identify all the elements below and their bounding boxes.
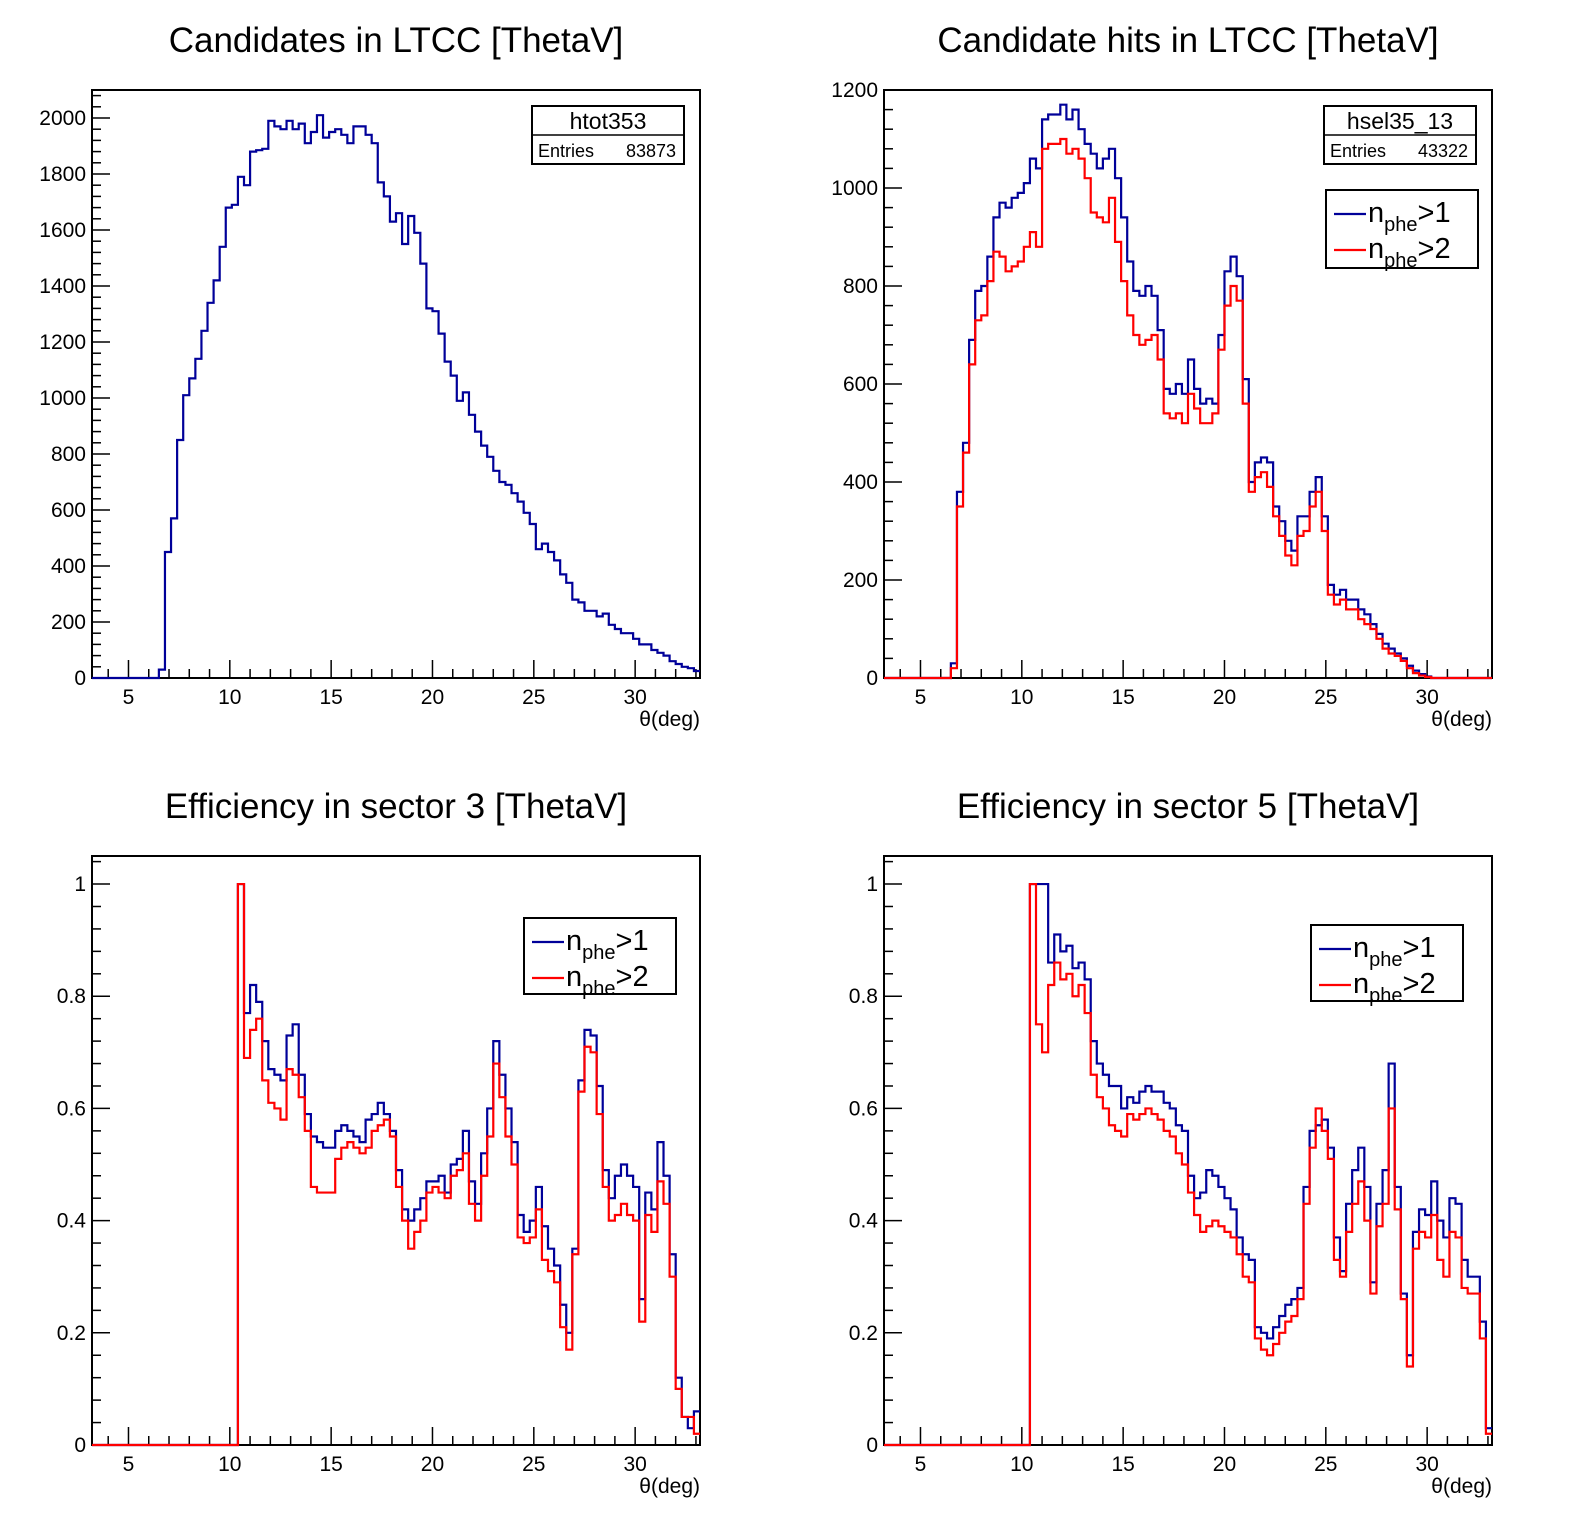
x-tick-label: 20 [1213, 686, 1236, 709]
y-tick-label: 0 [74, 667, 86, 690]
x-tick-label: 5 [123, 1453, 135, 1476]
y-tick-label: 0 [866, 1434, 878, 1457]
histogram-series-2 [884, 137, 1492, 680]
legend-label: nphe>1 [566, 925, 649, 964]
legend-label: nphe>2 [1368, 233, 1451, 272]
x-tick-label: 30 [1415, 1453, 1438, 1476]
stats-histogram-name: hsel35_13 [1347, 108, 1453, 134]
chart-title: Efficiency in sector 5 [ThetaV] [957, 787, 1419, 826]
plot-frame [91, 89, 701, 679]
stats-box: htot353 Entries 83873 [531, 105, 685, 165]
x-tick-label: 5 [915, 1453, 927, 1476]
chart-panel-4: Efficiency in sector 5 [ThetaV]5 10 15 20 25… [849, 787, 1493, 1498]
y-tick-label: 0.2 [57, 1322, 86, 1345]
y-tick-label: 600 [51, 499, 86, 522]
x-tick-label: 25 [1314, 1453, 1337, 1476]
y-tick-label: 1 [866, 873, 878, 896]
y-tick-label: 200 [51, 611, 86, 634]
y-tick-label: 1 [74, 873, 86, 896]
x-tick-label: 5 [915, 686, 927, 709]
x-tick-label: 15 [319, 1453, 342, 1476]
x-axis-label: θ(deg) [639, 708, 700, 731]
x-tick-label: 15 [1111, 686, 1134, 709]
stats-entries-label: Entries [538, 141, 594, 161]
histogram-series-2 [92, 882, 700, 1447]
y-tick-label: 1200 [831, 79, 878, 102]
x-tick-label: 10 [218, 686, 241, 709]
x-tick-label: 15 [1111, 1453, 1134, 1476]
y-tick-label: 1600 [39, 219, 86, 242]
legend-label: nphe>2 [566, 961, 649, 1000]
x-tick-label: 20 [421, 686, 444, 709]
y-tick-label: 800 [51, 443, 86, 466]
y-tick-label: 800 [843, 275, 878, 298]
stats-box: hsel35_13 Entries 43322 [1323, 105, 1477, 165]
histogram-series-1 [92, 114, 700, 680]
stats-entries-value: 43322 [1418, 141, 1468, 161]
y-tick-label: 0.4 [849, 1210, 879, 1233]
x-tick-label: 25 [1314, 686, 1337, 709]
y-tick-label: 2000 [39, 107, 86, 130]
x-axis-label: θ(deg) [1431, 708, 1492, 731]
x-tick-label: 10 [1010, 1453, 1033, 1476]
legend-label: nphe>1 [1368, 197, 1451, 236]
y-tick-label: 0.6 [849, 1097, 878, 1120]
y-tick-label: 200 [843, 569, 878, 592]
x-tick-label: 25 [522, 686, 545, 709]
y-tick-label: 1200 [39, 331, 86, 354]
y-tick-label: 0.4 [57, 1210, 87, 1233]
y-tick-label: 600 [843, 373, 878, 396]
x-axis-label: θ(deg) [1431, 1475, 1492, 1498]
x-tick-label: 20 [1213, 1453, 1236, 1476]
x-tick-label: 30 [1415, 686, 1438, 709]
histogram-series-2 [884, 882, 1492, 1447]
chart-title: Candidate hits in LTCC [ThetaV] [937, 21, 1438, 60]
x-tick-label: 25 [522, 1453, 545, 1476]
chart-title: Efficiency in sector 3 [ThetaV] [165, 787, 627, 826]
chart-panel-2: Candidate hits in LTCC [ThetaV] 5 10 15 20 25… [831, 21, 1493, 731]
y-tick-label: 0 [866, 667, 878, 690]
stats-histogram-name: htot353 [570, 108, 647, 134]
chart-title: Candidates in LTCC [ThetaV] [169, 21, 624, 60]
chart-panel-1: Candidates in LTCC [ThetaV] 5 10 15 20 25 30 0 2… [39, 21, 701, 731]
y-tick-label: 0.6 [57, 1097, 86, 1120]
chart-panel-3: Efficiency in sector 3 [ThetaV]5 10 15 20 25… [57, 787, 701, 1498]
x-tick-label: 5 [123, 686, 135, 709]
y-tick-label: 0 [74, 1434, 86, 1457]
plot-frame [883, 855, 1493, 1446]
x-tick-label: 10 [218, 1453, 241, 1476]
stats-entries-value: 83873 [626, 141, 676, 161]
stats-entries-label: Entries [1330, 141, 1386, 161]
x-tick-label: 15 [319, 686, 342, 709]
y-tick-label: 1000 [39, 387, 86, 410]
y-tick-label: 0.8 [57, 985, 86, 1008]
y-tick-label: 400 [843, 471, 878, 494]
x-tick-label: 20 [421, 1453, 444, 1476]
plot-frame [91, 855, 701, 1446]
y-tick-label: 1400 [39, 275, 86, 298]
x-tick-label: 30 [623, 1453, 646, 1476]
y-tick-label: 0.8 [849, 985, 878, 1008]
y-tick-label: 1800 [39, 163, 86, 186]
legend-label: nphe>1 [1353, 932, 1436, 971]
y-tick-label: 400 [51, 555, 86, 578]
y-tick-label: 1000 [831, 177, 878, 200]
x-tick-label: 30 [623, 686, 646, 709]
x-tick-label: 10 [1010, 686, 1033, 709]
x-axis-label: θ(deg) [639, 1475, 700, 1498]
y-tick-label: 0.2 [849, 1322, 878, 1345]
histogram-series-1 [884, 103, 1492, 680]
legend-label: nphe>2 [1353, 968, 1436, 1007]
